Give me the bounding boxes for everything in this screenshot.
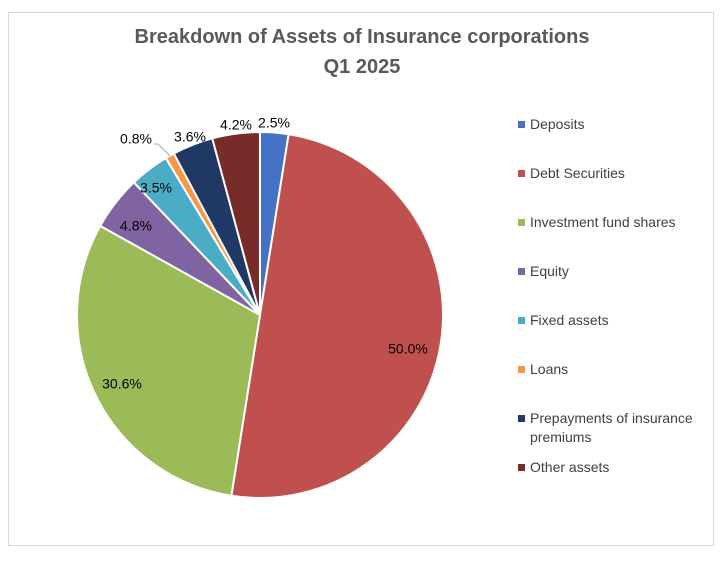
legend-label: Prepayments of insurance premiums [530,410,693,445]
chart-title-block: Breakdown of Assets of Insurance corpora… [0,22,724,82]
legend-swatch [518,415,525,422]
chart-title: Breakdown of Assets of Insurance corpora… [134,26,590,48]
data-labels: 2.5% 50.0% 30.6% 4.8% 3.5% 0.8% 3.6% 4.2% [102,115,428,392]
legend-swatch [518,317,525,324]
data-label-prepayments-of-insurance-premiums: 3.6% [174,129,206,145]
legend-swatch [518,170,525,177]
leader-lines [154,143,171,157]
legend-swatch [518,464,525,471]
pie-slice-debt-securities [230,133,444,499]
legend-item-deposits: Deposits [518,115,705,134]
pie-slice-investment-fund-shares [76,224,262,497]
legend-label: Other assets [530,459,610,475]
legend-label: Deposits [530,116,585,132]
chart-subtitle: Q1 2025 [323,56,401,78]
legend-item-debt-securities: Debt Securities [518,164,705,183]
legend-item-other-assets: Other assets [518,458,705,477]
data-label-loans: 0.8% [120,131,152,147]
data-label-fixed-assets: 3.5% [140,180,172,196]
legend-label: Investment fund shares [530,214,676,230]
pie-slices [76,130,444,499]
legend-label: Equity [530,263,569,279]
data-label-debt-securities: 50.0% [388,341,428,357]
pie-slice-other-assets [211,130,261,316]
data-label-investment-fund-shares: 30.6% [102,376,142,392]
data-label-other-assets: 4.2% [220,117,252,133]
legend-item-investment-fund-shares: Investment fund shares [518,213,705,232]
legend-label: Loans [530,361,569,377]
legend-item-loans: Loans [518,360,705,379]
legend-swatch [518,366,525,373]
legend-swatch [518,219,525,226]
legend-label: Debt Securities [530,165,625,181]
legend-item-equity: Equity [518,262,705,281]
legend-label: Fixed assets [530,312,609,328]
legend-item-fixed-assets: Fixed assets [518,311,705,330]
legend-swatch [518,268,525,275]
legend-item-prepayments-of-insurance-premiums: Prepayments of insurance premiums [518,409,705,447]
leader-line-loans [154,143,171,157]
legend-swatch [518,121,525,128]
data-label-equity: 4.8% [120,218,152,234]
data-label-deposits: 2.5% [258,115,290,131]
